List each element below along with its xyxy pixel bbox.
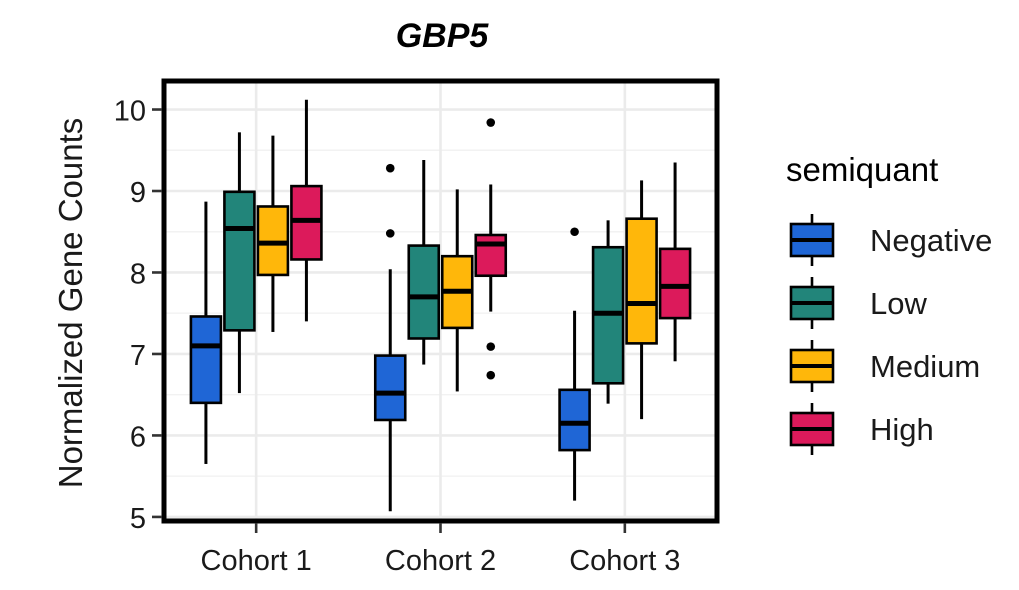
- x-tick-label: Cohort 1: [201, 545, 312, 577]
- box-negative-2: [373, 163, 407, 512]
- box-low-1: [223, 132, 256, 394]
- y-tick-label: 6: [130, 421, 146, 453]
- x-tick-label: Cohort 3: [569, 545, 680, 577]
- box-body: [625, 217, 658, 345]
- box-negative-1: [189, 201, 223, 464]
- legend-item-low: Low: [789, 277, 927, 329]
- outlier-point: [570, 227, 579, 237]
- box-high-3: [658, 162, 692, 362]
- outlier-point: [486, 118, 496, 127]
- box-groups: [189, 99, 692, 512]
- legend-title: semiquant: [786, 151, 938, 188]
- chart-title: GBP5: [396, 17, 490, 55]
- box-body: [223, 190, 256, 332]
- outlier-point: [486, 370, 496, 380]
- box-body: [474, 233, 508, 278]
- box-negative-3: [558, 227, 591, 501]
- box-body: [407, 244, 441, 340]
- y-tick-label: 10: [114, 96, 146, 128]
- legend-item-negative: Negative: [789, 214, 992, 266]
- y-axis-label: Normalized Gene Counts: [52, 118, 89, 489]
- legend-label: Negative: [870, 223, 992, 258]
- box-low-2: [407, 160, 441, 365]
- legend: semiquant Negative Low Medium High: [786, 151, 992, 455]
- box-body: [658, 247, 692, 320]
- outlier-point: [385, 163, 395, 173]
- legend-label: Medium: [870, 349, 980, 384]
- outlier-point: [385, 229, 395, 238]
- plot-panel-border: [161, 78, 720, 524]
- legend-label: Low: [870, 286, 927, 321]
- y-tick-label: 8: [130, 258, 146, 290]
- box-high-1: [290, 99, 323, 322]
- y-axis: 5 6 7 8 9 10: [114, 96, 162, 535]
- gridlines: [164, 81, 717, 521]
- box-high-2: [474, 118, 508, 380]
- legend-item-medium: Medium: [789, 340, 980, 392]
- y-tick-label: 7: [130, 340, 146, 372]
- box-body: [189, 315, 223, 405]
- legend-label: High: [870, 412, 934, 447]
- box-medium-3: [625, 180, 658, 420]
- y-tick-label: 9: [130, 177, 146, 209]
- outlier-point: [486, 342, 496, 351]
- box-medium-2: [440, 189, 474, 392]
- x-tick-label: Cohort 2: [385, 545, 496, 577]
- box-medium-1: [256, 135, 290, 332]
- box-body: [373, 354, 407, 422]
- y-tick-label: 5: [130, 503, 146, 535]
- legend-item-high: High: [789, 403, 934, 455]
- box-body: [558, 388, 591, 452]
- box-low-3: [591, 220, 625, 404]
- x-axis: Cohort 1 Cohort 2 Cohort 3: [201, 523, 680, 577]
